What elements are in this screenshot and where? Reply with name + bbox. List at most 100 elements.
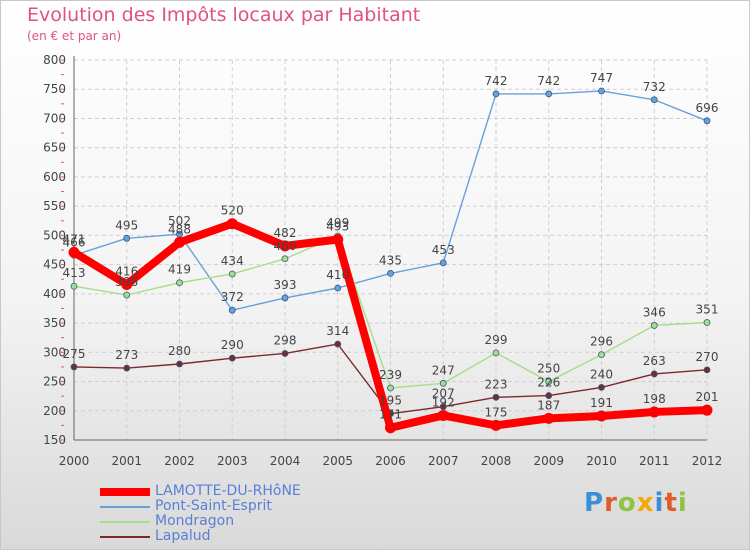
data-point (387, 384, 394, 392)
data-label: 482 (274, 226, 297, 240)
data-point (703, 366, 711, 374)
data-point (281, 350, 289, 357)
data-label: 171 (379, 408, 402, 422)
data-point (492, 349, 500, 357)
data-point (121, 278, 133, 290)
data-point (226, 218, 238, 230)
data-point (650, 96, 658, 104)
x-tick-label: 2008 (481, 454, 512, 468)
data-point (545, 378, 553, 385)
data-point (598, 383, 605, 391)
data-label: 299 (485, 333, 508, 347)
logo-letter: i (654, 488, 665, 518)
data-label: 275 (63, 347, 86, 361)
data-label: 201 (696, 390, 719, 404)
x-tick-label: 2004 (270, 454, 301, 468)
data-label: 346 (643, 305, 666, 319)
legend-swatch (100, 488, 150, 496)
data-point (387, 269, 394, 277)
logo-letter: i (677, 488, 688, 518)
data-label: 410 (326, 268, 349, 282)
data-point (545, 392, 553, 399)
data-point (703, 319, 711, 326)
x-tick-label: 2010 (586, 454, 617, 468)
y-tick-label: 650 (43, 141, 66, 155)
data-point (70, 363, 78, 371)
data-point (334, 340, 342, 348)
data-label: 416 (115, 264, 138, 278)
data-label: 187 (537, 398, 560, 412)
data-label: 263 (643, 354, 666, 368)
data-label: 520 (221, 204, 244, 218)
data-point (437, 409, 449, 421)
y-tick-label: 450 (43, 258, 66, 272)
data-point (492, 90, 500, 98)
data-label: 240 (590, 367, 613, 381)
x-tick-label: 2006 (375, 454, 406, 468)
data-label: 195 (379, 394, 402, 408)
data-label: 398 (115, 275, 138, 289)
legend-label: Pont-Saint-Esprit (155, 498, 272, 514)
logo-letter: x (636, 488, 655, 518)
data-point (68, 246, 80, 258)
y-tick-label: 500 (43, 228, 66, 242)
x-tick-label: 2011 (639, 454, 670, 468)
x-tick-label: 2007 (428, 454, 459, 468)
data-label: 413 (63, 266, 86, 280)
data-label: 298 (274, 333, 297, 347)
logo-letter: o (617, 488, 637, 518)
data-label: 247 (432, 363, 455, 377)
x-tick-label: 2003 (217, 454, 248, 468)
data-point (650, 322, 658, 329)
data-label: 280 (168, 344, 191, 358)
data-point (228, 354, 236, 362)
legend-label: LAMOTTE-DU-RHôNE (155, 483, 301, 499)
data-point (281, 294, 289, 302)
data-point (648, 406, 660, 418)
data-point (650, 370, 658, 378)
data-point (492, 393, 500, 401)
data-point (439, 259, 447, 267)
data-point (598, 87, 605, 95)
data-label: 453 (432, 243, 455, 257)
y-tick-label: 200 (43, 404, 66, 418)
data-label: 471 (63, 232, 86, 246)
data-point (545, 90, 553, 98)
data-label: 372 (221, 290, 244, 304)
data-point (70, 282, 78, 290)
logo-letter: P (584, 488, 605, 518)
data-point (701, 404, 713, 416)
logo-letter: r (604, 488, 618, 518)
data-label: 419 (168, 263, 191, 277)
chart-subtitle: (en € et par an) (27, 29, 122, 43)
y-tick-label: 550 (43, 199, 66, 213)
legend-swatch (100, 521, 150, 523)
y-tick-label: 150 (43, 433, 66, 447)
data-point (123, 291, 131, 299)
data-point (279, 240, 291, 252)
data-label: 223 (485, 377, 508, 391)
data-label: 175 (485, 405, 508, 419)
data-label: 493 (326, 219, 349, 233)
data-label: 434 (221, 254, 244, 268)
data-point (228, 306, 236, 314)
data-label: 226 (537, 376, 560, 390)
data-point (439, 379, 447, 387)
y-tick-label: 800 (43, 53, 66, 67)
y-tick-label: 750 (43, 82, 66, 96)
legend-swatch (100, 506, 150, 508)
legend-label: Mondragon (155, 513, 235, 529)
data-label: 351 (696, 302, 719, 316)
data-label: 732 (643, 80, 666, 94)
proxiti-logo: Proxiti (584, 488, 688, 518)
x-tick-label: 2001 (111, 454, 142, 468)
legend-label: Lapalud (155, 528, 211, 544)
data-label: 250 (537, 362, 560, 376)
y-tick-label: 400 (43, 287, 66, 301)
x-tick-label: 2012 (692, 454, 723, 468)
data-label: 314 (326, 324, 349, 338)
data-label: 435 (379, 253, 402, 267)
data-label: 270 (696, 350, 719, 364)
data-point (543, 412, 555, 424)
